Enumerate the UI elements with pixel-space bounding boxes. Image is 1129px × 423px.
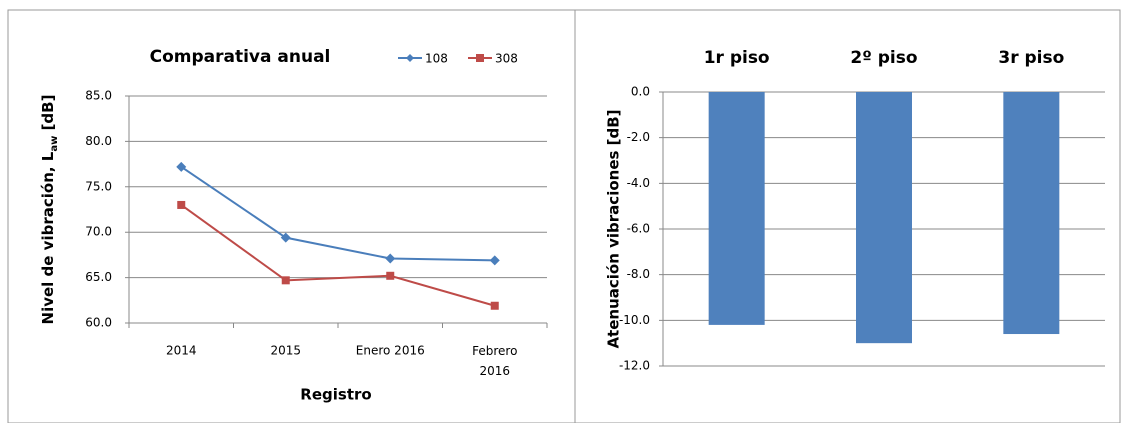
- y-axis-label: Nivel de vibración, Law [dB]: [39, 95, 60, 325]
- y-tick-label: -8.0: [627, 267, 650, 281]
- x-tick-label: Enero 2016: [356, 344, 425, 358]
- y-tick-label: 65.0: [85, 270, 112, 284]
- y-tick-label: 80.0: [85, 134, 112, 148]
- category-label: 1r piso: [704, 48, 770, 68]
- x-tick-label: 2015: [270, 344, 301, 358]
- bar: [708, 92, 765, 325]
- marker: [386, 271, 395, 280]
- y-axis-label-part: aw: [49, 136, 60, 152]
- marker: [280, 232, 291, 243]
- bar: [1003, 92, 1060, 335]
- marker: [281, 276, 290, 285]
- legend-label: 308: [495, 52, 518, 66]
- y-tick-label: 0.0: [631, 85, 650, 99]
- y-axis-label-part: Nivel de vibración, L: [39, 151, 57, 324]
- y-tick-label: 75.0: [85, 179, 112, 193]
- marker: [176, 161, 187, 172]
- y-tick-label: -10.0: [619, 313, 650, 327]
- bar: [856, 92, 912, 344]
- y-tick-label: -4.0: [627, 176, 650, 190]
- chart-title: Comparativa anual: [150, 47, 331, 67]
- y-tick-label: -6.0: [627, 222, 650, 236]
- series-line: [180, 165, 495, 262]
- legend-marker: [476, 54, 484, 62]
- y-axis-label-part: [dB]: [39, 95, 57, 136]
- y-tick-label: 60.0: [85, 316, 112, 330]
- marker: [489, 255, 500, 266]
- x-tick-label-line: Febrero: [472, 344, 517, 358]
- category-label: 3r piso: [998, 48, 1064, 68]
- x-tick-label: 2014: [166, 344, 197, 358]
- marker: [490, 301, 499, 310]
- y-tick-label: -12.0: [619, 359, 650, 373]
- x-tick-label: Febrero 2016: [472, 344, 517, 378]
- y-tick-label: 70.0: [85, 225, 112, 239]
- x-axis-label: Registro: [300, 386, 371, 404]
- legend-label: 108: [425, 52, 448, 66]
- marker: [177, 200, 186, 209]
- legend-marker: [406, 54, 414, 62]
- series-line: [180, 204, 496, 307]
- marker: [385, 253, 396, 264]
- frame: [7, 9, 1121, 423]
- y-tick-label: 85.0: [85, 89, 112, 103]
- y-tick-label: -2.0: [627, 130, 650, 144]
- x-tick-label-line: 2016: [479, 364, 510, 378]
- category-label: 2º piso: [850, 48, 917, 68]
- y-axis-label: Atenuación vibraciones [dB]: [605, 109, 623, 348]
